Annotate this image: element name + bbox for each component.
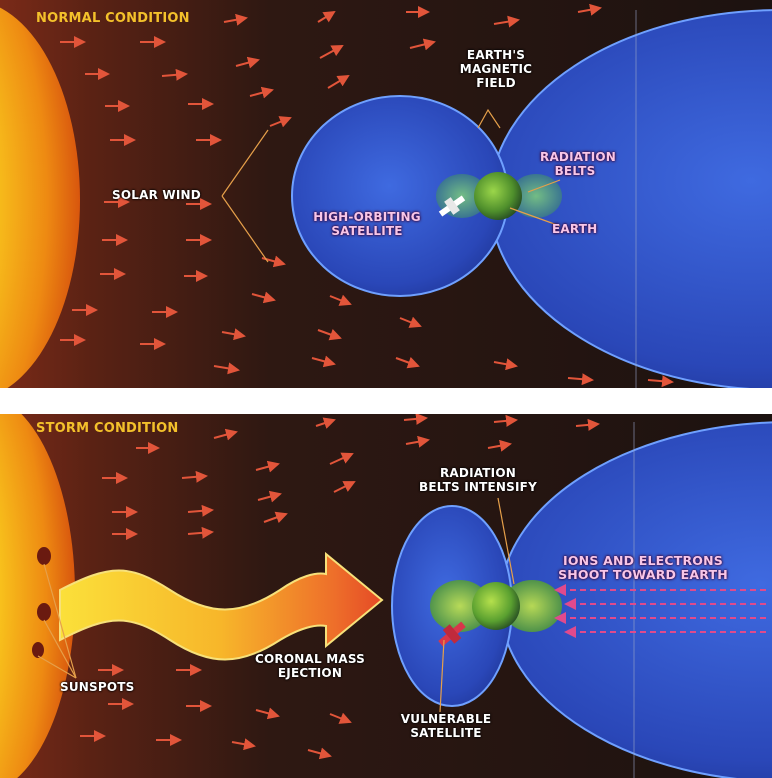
leader-lines	[37, 497, 515, 713]
radiation-belt-right	[502, 580, 562, 632]
sun	[0, 7, 80, 388]
ions-electrons-label: IONS AND ELECTRONS SHOOT TOWARD EARTH	[558, 553, 728, 582]
panel-title: NORMAL CONDITION	[36, 11, 190, 26]
radiation-belt-right	[510, 174, 562, 218]
satellite-icon	[438, 621, 466, 647]
leader-lines	[221, 108, 561, 263]
ion-electron-arrows	[554, 584, 766, 638]
cme-label: CORONAL MASS EJECTION	[255, 652, 365, 680]
earth	[474, 172, 522, 220]
magnetic-field-label: EARTH'S MAGNETIC FIELD	[459, 48, 533, 90]
storm-condition-panel: STORM CONDITION RADIATION BELTS INTENSIF…	[0, 414, 772, 778]
solar-wind-label: SOLAR WIND	[112, 188, 201, 202]
satellite-label: HIGH-ORBITING SATELLITE	[313, 210, 421, 238]
solar-wind-arrows	[80, 414, 600, 760]
coronal-mass-ejection-arrow	[59, 551, 384, 661]
sunspots-label: SUNSPOTS	[60, 680, 135, 694]
satellite-label: VULNERABLE SATELLITE	[400, 712, 492, 740]
satellite-icon	[438, 195, 466, 217]
solar-wind-arrows	[60, 3, 674, 388]
radiation-belts-label: RADIATION BELTS	[540, 150, 617, 178]
earth-label: EARTH	[552, 222, 598, 236]
normal-condition-panel: NORMAL CONDITION SOLAR WIND EARTH'S MAGN…	[0, 0, 772, 388]
radiation-belts-label: RADIATION BELTS INTENSIFY	[419, 466, 537, 494]
panel-title: STORM CONDITION	[36, 421, 179, 436]
sunspots-icon	[32, 547, 51, 658]
normal-condition-diagram	[0, 0, 772, 388]
sun	[0, 414, 75, 778]
radiation-belt-left	[430, 580, 490, 632]
earth	[472, 582, 520, 630]
storm-condition-diagram	[0, 414, 772, 778]
